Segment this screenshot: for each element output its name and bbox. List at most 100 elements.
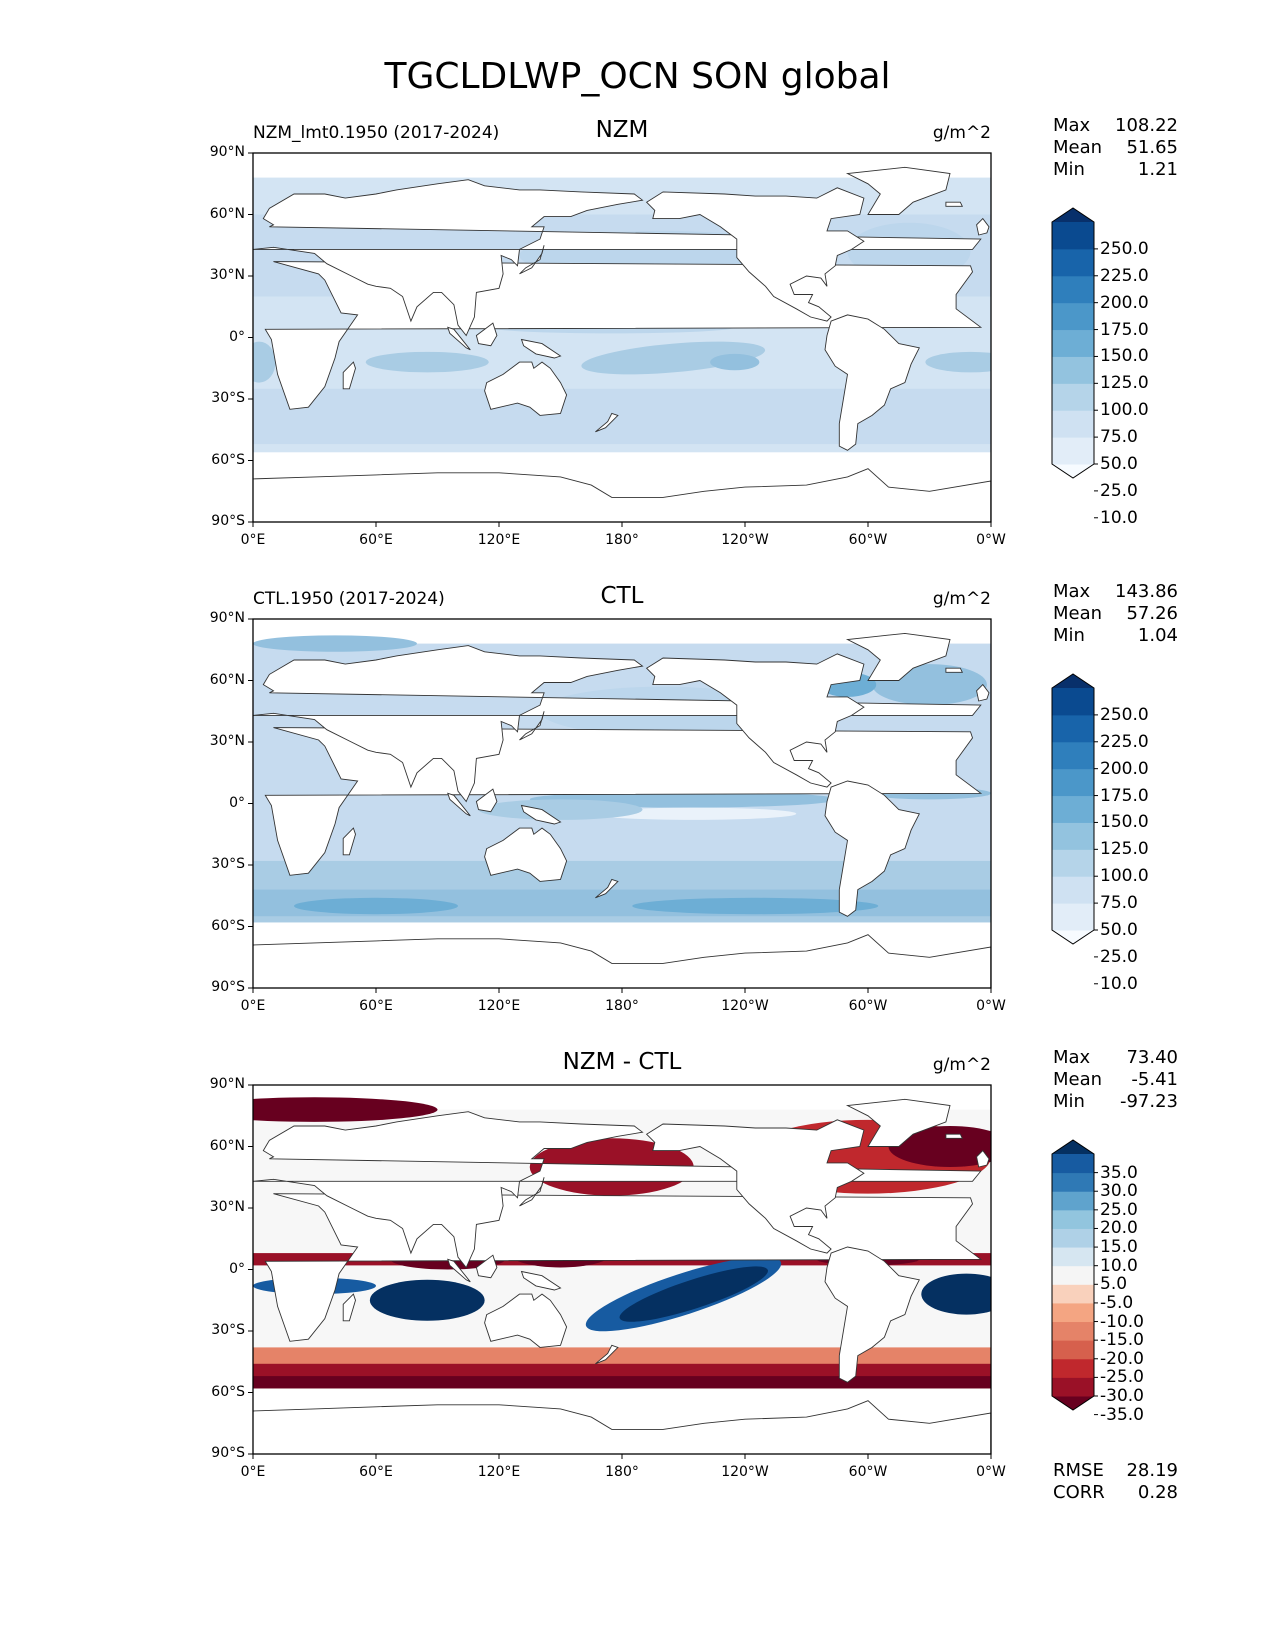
land-mass <box>253 468 991 522</box>
colorbar-segment <box>1052 768 1094 797</box>
lat-tick-label: 90°S <box>211 979 245 995</box>
colorbar-label: 100.0 <box>1100 400 1149 421</box>
stat-value: 1.21 <box>1137 159 1178 180</box>
land-mass <box>342 361 356 390</box>
colorbar-extend-min <box>1052 1396 1094 1410</box>
land-mass <box>342 827 356 856</box>
field-feature <box>888 1126 991 1167</box>
lat-tick-label: 90°S <box>211 513 245 529</box>
field-feature <box>710 353 760 371</box>
land-mass <box>824 780 920 917</box>
panel-center-title: NZM - CTL <box>562 1049 682 1075</box>
land-mass <box>976 683 990 702</box>
land-mass <box>976 217 990 236</box>
colorbar-segment <box>1052 437 1094 465</box>
colorbar-label: 75.0 <box>1100 893 1138 914</box>
stat-label: Max <box>1053 1047 1091 1068</box>
panel-units: g/m^2 <box>932 589 991 609</box>
lat-tick-label: 30°S <box>211 1322 245 1338</box>
colorbar-segment <box>1052 275 1094 304</box>
land-mass <box>447 792 471 817</box>
colorbar-segment <box>1052 1265 1094 1285</box>
colorbar-label: -35.0 <box>1100 1404 1144 1425</box>
colorbar-label: 175.0 <box>1100 319 1149 340</box>
land-mass <box>342 1293 356 1322</box>
stat-value: 1.04 <box>1137 625 1178 646</box>
colorbar-segment <box>1052 903 1094 931</box>
colorbar-label: 100.0 <box>1100 866 1149 887</box>
colorbar-label: 25.0 <box>1100 480 1138 501</box>
stat-value: 108.22 <box>1115 115 1178 136</box>
land-mass <box>520 1270 562 1291</box>
lat-tick-label: 0° <box>229 794 245 811</box>
colorbar-segment <box>1052 688 1094 716</box>
land-mass <box>253 934 991 988</box>
colorbar-label: 250.0 <box>1100 704 1149 725</box>
lat-tick-label: 30°S <box>211 856 245 872</box>
lat-tick-label: 30°S <box>211 390 245 406</box>
land-mass <box>253 1400 991 1454</box>
lat-tick-label: 60°N <box>209 1137 245 1154</box>
colorbar-segment <box>1052 1377 1094 1397</box>
colorbar-extend-min <box>1052 930 1094 944</box>
colorbar-segment <box>1052 741 1094 770</box>
stat-label: Min <box>1053 1091 1085 1112</box>
colorbar-segment <box>1052 302 1094 331</box>
field-band <box>253 1376 991 1389</box>
colorbar-segment <box>1052 356 1094 384</box>
colorbar-segment <box>1052 383 1094 411</box>
colorbar-label: 75.0 <box>1100 427 1138 448</box>
figure-title: TGCLDLWP_OCN SON global <box>384 56 891 97</box>
colorbar-extend-max <box>1052 208 1094 222</box>
land-mass <box>519 711 545 741</box>
land-mass <box>475 788 498 813</box>
lat-tick-label: 90°N <box>209 1076 245 1092</box>
colorbar-segment <box>1052 1302 1094 1323</box>
field-feature <box>921 1273 991 1315</box>
colorbar-segment <box>1052 1340 1094 1360</box>
land-mass <box>253 1111 982 1269</box>
land-mass <box>945 201 964 207</box>
lon-tick-label: 120°E <box>477 1464 521 1480</box>
panel-left-title: NZM_lmt0.1950 (2017-2024) <box>253 123 500 143</box>
colorbar-segment <box>1052 222 1094 250</box>
colorbar-extend-max <box>1052 674 1094 688</box>
colorbar-extend-min <box>1052 464 1094 478</box>
colorbar-segment <box>1052 714 1094 743</box>
lon-tick-label: 0°W <box>976 1464 1006 1480</box>
colorbar-segment <box>1052 1191 1094 1211</box>
colorbar-segment <box>1052 329 1094 357</box>
colorbar-label: 225.0 <box>1100 731 1149 752</box>
lat-tick-label: 90°N <box>209 610 245 626</box>
land-mass <box>945 1133 964 1139</box>
colorbar-label: -25.0 <box>1100 1367 1144 1388</box>
lon-tick-label: 120°W <box>721 998 769 1014</box>
land-mass <box>945 667 964 673</box>
lon-tick-label: 120°E <box>477 998 521 1014</box>
stat-value: 28.19 <box>1126 1460 1178 1481</box>
colorbar <box>1051 207 1098 519</box>
land-mass <box>824 314 920 451</box>
lat-tick-label: 90°N <box>209 144 245 160</box>
land-mass <box>824 1246 920 1383</box>
colorbar-segment <box>1052 1358 1094 1378</box>
land-mass <box>475 1254 498 1279</box>
lat-tick-label: 30°N <box>209 733 245 749</box>
land-mass <box>519 245 545 275</box>
land-mass <box>484 827 568 882</box>
lat-tick-label: 60°N <box>209 205 245 222</box>
colorbar-label: -15.0 <box>1100 1330 1144 1351</box>
lat-tick-label: 60°S <box>211 1383 245 1400</box>
colorbar-label: 20.0 <box>1100 1218 1138 1239</box>
field-feature <box>365 351 489 373</box>
land-mass <box>447 1258 471 1283</box>
land-mass <box>475 322 498 347</box>
land-mass <box>595 1344 619 1365</box>
colorbar-label: 10.0 <box>1100 507 1138 528</box>
lon-tick-label: 60°E <box>359 998 393 1014</box>
stat-value: -5.41 <box>1131 1069 1178 1090</box>
panel-center-title: CTL <box>600 583 644 609</box>
land-mass <box>484 1293 568 1348</box>
field-feature <box>925 351 991 373</box>
